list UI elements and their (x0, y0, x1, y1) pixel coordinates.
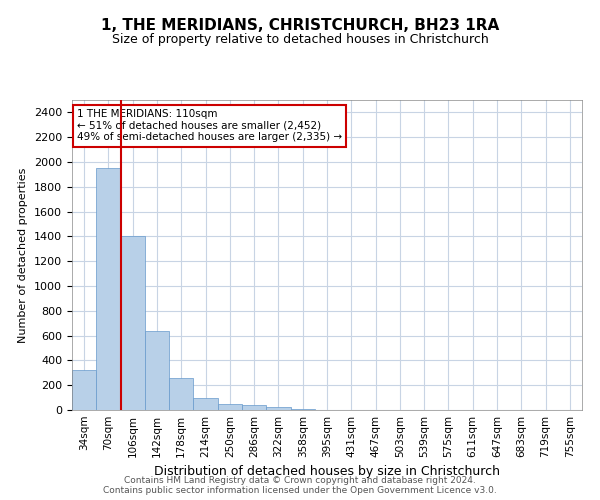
Bar (169, 378, 193, 410)
Text: Contains HM Land Registry data © Crown copyright and database right 2024.
Contai: Contains HM Land Registry data © Crown c… (103, 476, 497, 495)
Bar (121, 236, 145, 410)
Y-axis label: Number of detached properties: Number of detached properties (19, 168, 28, 342)
Bar (290, 409, 315, 410)
Bar (242, 406, 266, 410)
Bar (72, 370, 96, 410)
Text: Size of property relative to detached houses in Christchurch: Size of property relative to detached ho… (112, 32, 488, 46)
Bar (145, 330, 169, 410)
X-axis label: Distribution of detached houses by size in Christchurch: Distribution of detached houses by size … (154, 466, 500, 478)
Text: 1, THE MERIDIANS, CHRISTCHURCH, BH23 1RA: 1, THE MERIDIANS, CHRISTCHURCH, BH23 1RA (101, 18, 499, 32)
Bar (218, 404, 242, 410)
Bar (266, 408, 290, 410)
Bar (193, 398, 218, 410)
Text: 1 THE MERIDIANS: 110sqm
← 51% of detached houses are smaller (2,452)
49% of semi: 1 THE MERIDIANS: 110sqm ← 51% of detache… (77, 110, 342, 142)
Bar (96, 168, 121, 410)
